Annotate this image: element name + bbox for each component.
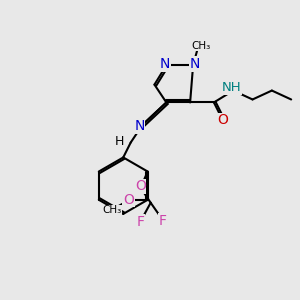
Text: NH: NH [222,81,242,94]
Text: N: N [189,57,200,71]
Text: H: H [115,135,124,148]
Text: CH₃: CH₃ [102,205,122,215]
Text: O: O [123,193,134,207]
Text: CH₃: CH₃ [191,41,210,51]
Text: O: O [135,179,146,194]
Text: F: F [136,215,144,229]
Text: N: N [160,57,170,71]
Text: O: O [218,113,228,127]
Text: F: F [159,214,167,228]
Text: N: N [134,119,145,133]
